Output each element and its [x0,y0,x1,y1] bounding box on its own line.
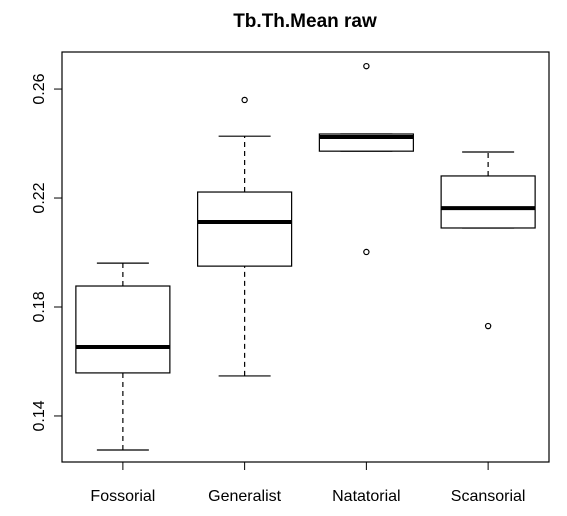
outlier [484,322,492,330]
chart-title: Tb.Th.Mean raw [233,11,377,32]
y-tick-label: 0.18 [31,291,48,322]
x-tick-label: Generalist [208,488,281,505]
x-tick-label: Fossorial [90,488,155,505]
outlier [241,96,248,104]
box [75,285,171,374]
x-tick-label: Natatorial [332,488,400,505]
outlier [363,248,370,256]
y-tick-label: 0.22 [31,182,48,213]
plot-frame [61,51,550,463]
outlier [363,62,370,70]
x-tick-label: Scansorial [451,488,526,505]
box [440,175,536,229]
box [197,191,293,267]
y-tick-label: 0.26 [31,73,48,104]
y-tick-label: 0.14 [31,400,48,431]
